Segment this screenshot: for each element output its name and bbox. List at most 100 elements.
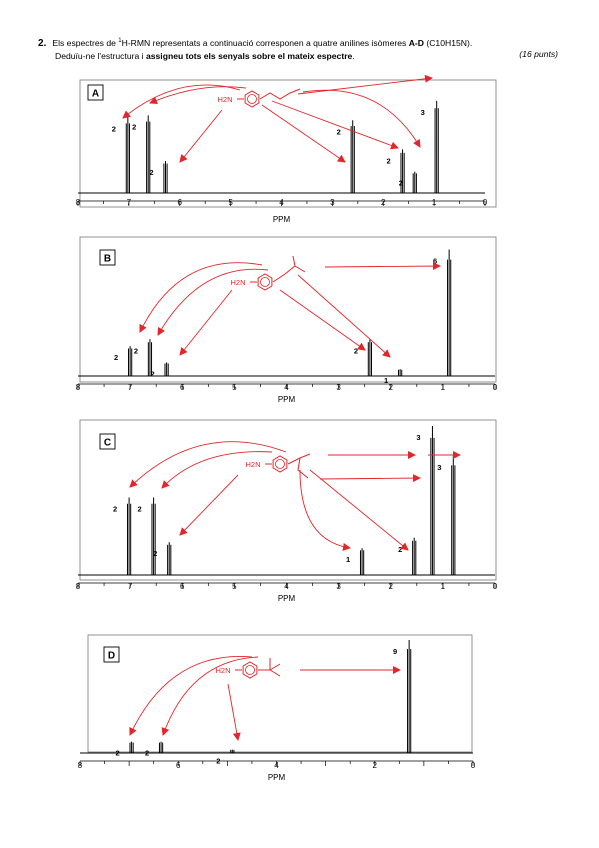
spectrum-A-peak-integration: 2 — [399, 179, 403, 188]
spectrum-D-peak — [158, 741, 164, 753]
spectrum-D-label-box — [103, 646, 120, 663]
arrow-D-nh2 — [227, 683, 241, 741]
spectrum-D-peak — [407, 640, 412, 753]
spectrum-A-peak — [412, 171, 417, 193]
arrow-B-nh2 — [179, 289, 233, 356]
spectrum-A-tick-label: 8 — [76, 198, 81, 207]
molecule-D-benzene-ring — [242, 661, 258, 679]
spectrum-B-peak-integration: 2 — [114, 353, 118, 362]
spectrum-B-tick-label: 4 — [284, 383, 289, 392]
spectrum-B-tick-label: 6 — [180, 383, 185, 392]
spectrum-D-label: D — [108, 651, 115, 662]
arrow-D-aromatic-1 — [129, 656, 253, 736]
spectrum-C-tick-label: 3 — [336, 582, 341, 591]
spectrum-B-peak — [128, 346, 133, 376]
spectrum-A-peak-integration: 2 — [112, 124, 116, 133]
molecule-A-amine-label: H2N — [217, 95, 232, 104]
spectrum-A-tick-label: 3 — [330, 198, 335, 207]
spectrum-A-tick-label: 2 — [381, 198, 386, 207]
molecule-C-amine-label: H2N — [245, 460, 260, 469]
spectrum-B-peak — [164, 362, 169, 376]
spectrum-D-tick-label: 6 — [176, 761, 181, 770]
spectrum-B-peak-integration: 1 — [384, 376, 388, 385]
molecule-D-amine-label: H2N — [215, 666, 230, 675]
spectrum-D-peak — [129, 741, 134, 753]
spectrum-C-peak — [167, 542, 172, 575]
spectrum-B-peak — [398, 369, 403, 376]
molecule-C-benzene-ring — [272, 455, 288, 473]
spectrum-B-tick-label: 7 — [128, 383, 133, 392]
spectrum-B-tick-label: 0 — [493, 383, 498, 392]
arrow-C-aromatic-2 — [161, 451, 273, 489]
spectrum-C-tick-label: 5 — [232, 582, 237, 591]
spectrum-C-tick-label: 8 — [76, 582, 81, 591]
spectrum-C-peak-integration: 3 — [416, 433, 420, 442]
molecule-B — [250, 255, 306, 291]
spectrum-A-peak-integration: 2 — [149, 168, 153, 177]
spectrum-A-tick-label: 1 — [432, 198, 437, 207]
spectrum-C-peak — [412, 537, 417, 575]
spectrum-D-tick-label: 4 — [274, 761, 279, 770]
question-header: 2. Els espectres de 1H-RMN representats a… — [38, 35, 558, 63]
spectrum-C-peak-integration: 2 — [113, 505, 117, 514]
spectrum-D-x-axis-label: PPM — [268, 773, 286, 782]
molecule-C — [265, 453, 311, 479]
spectrum-C-peak — [451, 455, 456, 575]
spectrum-B-frame — [79, 236, 497, 383]
molecule-D-aromatic-circle — [245, 665, 255, 675]
question-line-2: Deduïu-ne l'estructura i assigneu tots e… — [38, 50, 558, 63]
instruction-text: Deduïu-ne l'estructura i — [55, 50, 146, 61]
spectrum-D-peak-integration: 9 — [393, 647, 397, 656]
spectrum-C-peak-integration: 2 — [137, 505, 141, 514]
spectrum-C-peak — [126, 497, 132, 575]
spectrum-B-peak — [147, 339, 153, 376]
arrow-C-ch2 — [309, 469, 409, 551]
spectrum-A-peak — [146, 115, 151, 193]
spectrum-A-tick-label: 5 — [228, 198, 233, 207]
spectrum-C-peak — [151, 497, 156, 575]
arrow-A-ch2-2 — [271, 100, 399, 150]
arrow-B-ch — [297, 274, 391, 358]
spectrum-A-tick-label: 4 — [279, 198, 284, 207]
spectrum-A-label-box — [87, 84, 104, 101]
spectrum-C-peak — [359, 548, 365, 575]
spectrum-B-peak — [367, 339, 372, 376]
spectrum-C-tick-label: 7 — [128, 582, 133, 591]
arrow-A-aromatic-meta — [149, 86, 247, 104]
spectrum-C-frame — [79, 419, 497, 581]
spectrum-D-peak-integration: 2 — [216, 757, 220, 766]
question-number: 2. — [38, 37, 47, 49]
spectrum-D-tick-label: 2 — [373, 761, 378, 770]
spectrum-D-peak-integration: 2 — [145, 749, 149, 758]
arrow-D-aromatic-2 — [161, 656, 259, 736]
spectrum-A-peak-integration: 3 — [421, 108, 425, 117]
instruction-bold: assigneu tots els senyals sobre el matei… — [145, 50, 353, 61]
arrow-A-benzylic-ch2 — [261, 104, 346, 163]
spectrum-A-label: A — [92, 89, 99, 100]
arrow-C-nh2 — [179, 474, 239, 536]
spectrum-B-tick-label: 3 — [336, 383, 341, 392]
spectrum-C-label: C — [104, 438, 111, 449]
spectrum-A-peak — [400, 149, 405, 193]
spectrum-C-tick-label: 1 — [441, 582, 446, 591]
question-text-mid: H-RMN representats a continuació corresp… — [121, 37, 409, 48]
arrow-C-ch3-b — [319, 474, 421, 483]
molecular-formula: (C10H15N). — [423, 37, 473, 48]
spectrum-D-frame — [87, 634, 473, 753]
spectrum-B-peak-integration: 6 — [433, 257, 437, 266]
molecule-B-amine-label: H2N — [230, 278, 245, 287]
arrow-C-ch — [299, 469, 351, 551]
arrow-B-aromatic-1 — [139, 262, 263, 333]
spectrum-D-tick-label: 0 — [471, 761, 476, 770]
spectrum-C-peak-integration: 3 — [437, 463, 441, 472]
spectrum-C-tick-label: 4 — [284, 582, 289, 591]
spectrum-A-x-axis-label: PPM — [273, 215, 291, 224]
spectrum-C-tick-label: 0 — [493, 582, 498, 591]
molecule-B-aromatic-circle — [260, 277, 270, 287]
instruction-period: . — [352, 50, 355, 61]
spectrum-C-peak — [430, 426, 435, 575]
spectrum-D-peak — [230, 749, 235, 753]
spectrum-D-tick-label: 8 — [78, 761, 83, 770]
molecule-C-sec-butyl-chain — [287, 453, 311, 479]
